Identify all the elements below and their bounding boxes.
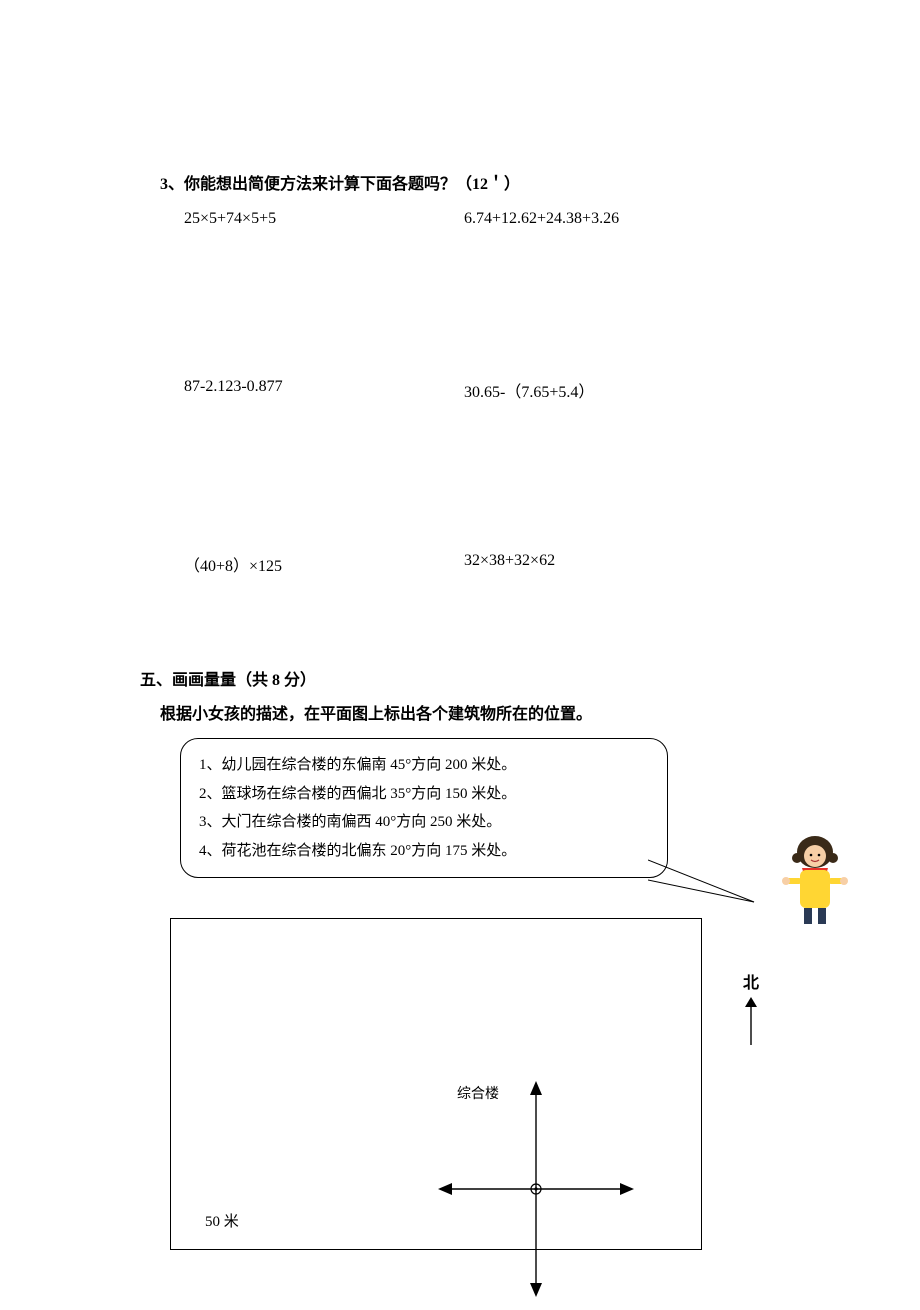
q3-expr-1-right: 6.74+12.62+24.38+3.26 [464, 210, 810, 228]
bubble-line-1: 1、幼儿园在综合楼的东偏南 45°方向 200 米处。 [199, 751, 649, 780]
q3-expr-2-right: 30.65-（7.65+5.4） [464, 378, 810, 402]
q3-expr-3-left: （40+8）×125 [184, 552, 464, 576]
q3-expr-2-left: 87-2.123-0.877 [184, 378, 464, 402]
scale-label: 50 米 [205, 1210, 239, 1231]
bubble-line-2: 2、篮球场在综合楼的西偏北 35°方向 150 米处。 [199, 780, 649, 809]
direction-cross-icon [436, 1079, 636, 1299]
compass-north: 北 [743, 969, 759, 1045]
q3-row-3: （40+8）×125 32×38+32×62 [160, 552, 810, 576]
section5-title: 五、画画量量（共 8 分） [140, 666, 810, 690]
speech-bubble-tail-icon [648, 856, 768, 916]
girl-illustration-icon [780, 830, 850, 930]
q3-row-1: 25×5+74×5+5 6.74+12.62+24.38+3.26 [160, 210, 810, 228]
q3-expr-3-right: 32×38+32×62 [464, 552, 810, 576]
q3-row-2: 87-2.123-0.877 30.65-（7.65+5.4） [160, 378, 810, 402]
q3-title: 3、你能想出简便方法来计算下面各题吗？（12＇） [160, 170, 810, 194]
compass-north-label: 北 [743, 975, 759, 992]
section5-subtitle: 根据小女孩的描述，在平面图上标出各个建筑物所在的位置。 [160, 700, 810, 724]
speech-bubble: 1、幼儿园在综合楼的东偏南 45°方向 200 米处。 2、篮球场在综合楼的西偏… [180, 738, 668, 878]
page: 3、你能想出简便方法来计算下面各题吗？（12＇） 25×5+74×5+5 6.7… [0, 0, 920, 1310]
bubble-line-3: 3、大门在综合楼的南偏西 40°方向 250 米处。 [199, 808, 649, 837]
center-building-label: 综合楼 [457, 1083, 499, 1103]
speech-bubble-wrap: 1、幼儿园在综合楼的东偏南 45°方向 200 米处。 2、篮球场在综合楼的西偏… [160, 738, 810, 908]
q3-expr-1-left: 25×5+74×5+5 [184, 210, 464, 228]
map-box: 北 综合楼 50 米 [170, 918, 702, 1250]
bubble-line-4: 4、荷花池在综合楼的北偏东 20°方向 175 米处。 [199, 837, 649, 866]
north-arrow-icon [744, 997, 758, 1045]
